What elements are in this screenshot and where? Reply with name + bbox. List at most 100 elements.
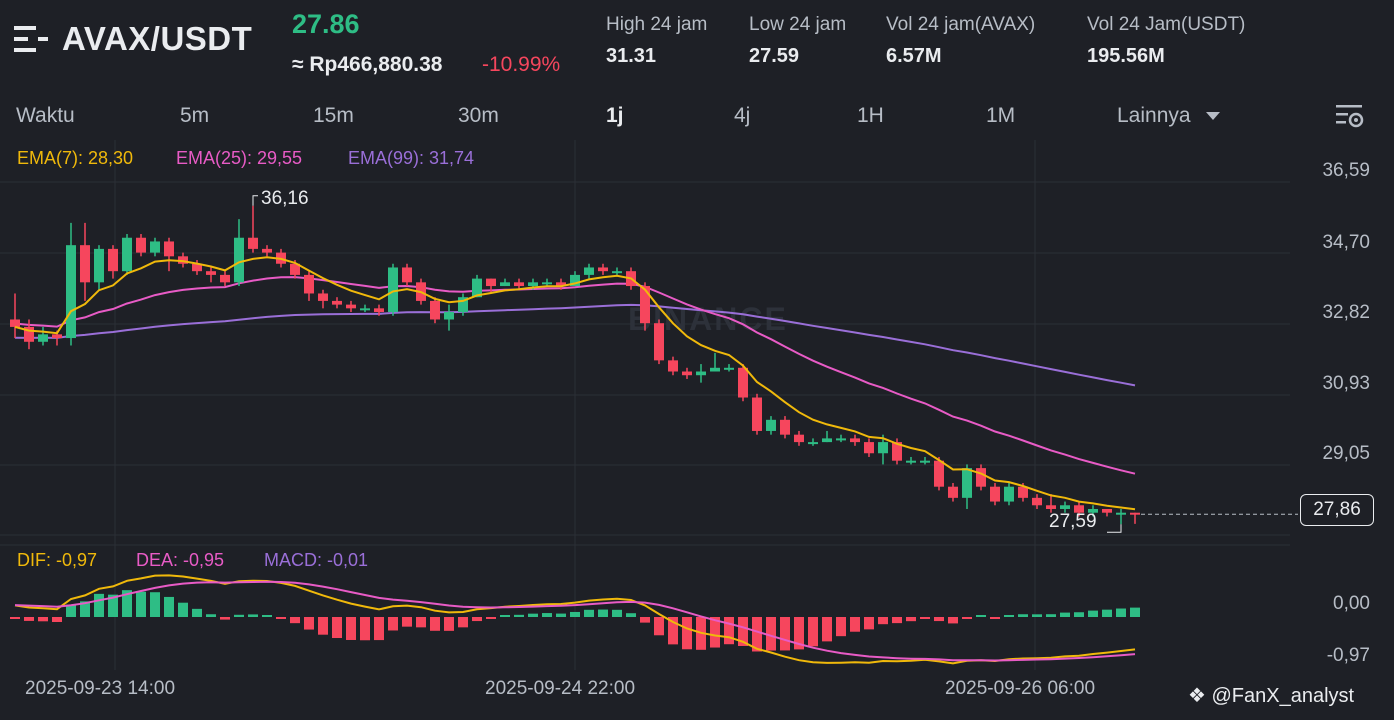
candle-body bbox=[654, 323, 664, 361]
macd-bar bbox=[1088, 610, 1098, 617]
candle-body bbox=[164, 241, 174, 257]
last-price: 27.86 bbox=[292, 9, 360, 39]
candle-body bbox=[710, 367, 720, 372]
macd-bar bbox=[318, 617, 328, 635]
macd-bar bbox=[1102, 609, 1112, 617]
ema7-line bbox=[14, 256, 1136, 511]
macd-bar bbox=[108, 594, 118, 617]
tab-5m[interactable]: 5m bbox=[180, 104, 210, 127]
candle-body bbox=[556, 282, 566, 287]
candle-body bbox=[402, 267, 412, 283]
tab-1m[interactable]: 1M bbox=[986, 104, 1016, 127]
tab-1j[interactable]: 1j bbox=[606, 104, 624, 127]
candle-body bbox=[150, 241, 160, 253]
candle-body bbox=[430, 300, 440, 320]
candle-body bbox=[346, 304, 356, 309]
candle-body bbox=[94, 248, 104, 283]
macd-bar bbox=[962, 617, 972, 619]
x-tick-label: 2025-09-26 06:00 bbox=[945, 678, 1096, 699]
macd-bar bbox=[668, 617, 678, 645]
tab-15m[interactable]: 15m bbox=[313, 104, 354, 127]
ema7-path bbox=[14, 256, 1136, 511]
candle-body bbox=[108, 248, 118, 272]
candle-body bbox=[990, 486, 1000, 502]
candle-body bbox=[80, 245, 90, 283]
price-change: -10.99% bbox=[482, 53, 561, 76]
tab-1h[interactable]: 1H bbox=[857, 104, 884, 127]
macd-bar bbox=[304, 617, 314, 630]
candle-body bbox=[892, 442, 902, 461]
candle-body bbox=[234, 237, 244, 283]
ema25-line bbox=[14, 276, 1136, 475]
macd-bar bbox=[38, 617, 48, 622]
candle-body bbox=[976, 468, 986, 487]
legend-ema25: EMA(25): 29,55 bbox=[176, 148, 303, 168]
tab-4j[interactable]: 4j bbox=[734, 104, 751, 127]
stat-high-label: High 24 jam bbox=[606, 14, 708, 35]
macd-bar bbox=[738, 617, 748, 646]
candle-body bbox=[514, 282, 524, 287]
macd-bar bbox=[346, 617, 356, 640]
candle-body bbox=[1004, 486, 1014, 502]
candle-body bbox=[220, 274, 230, 283]
candle-body bbox=[122, 237, 132, 272]
candle-body bbox=[486, 278, 496, 287]
macd-bar bbox=[808, 617, 818, 647]
dif-path bbox=[14, 574, 1136, 665]
macd-bar bbox=[556, 613, 566, 617]
stat-vol-avax-label: Vol 24 jam(AVAX) bbox=[886, 14, 1036, 35]
macd-bar bbox=[234, 614, 244, 617]
candle-body bbox=[864, 442, 874, 454]
macd-bar bbox=[220, 617, 230, 620]
candle-body bbox=[1102, 508, 1112, 513]
x-tick-label: 2025-09-24 22:00 bbox=[485, 678, 636, 699]
macd-bar bbox=[682, 617, 692, 650]
macd-bar bbox=[178, 602, 188, 617]
candle-body bbox=[766, 419, 776, 431]
candle-body bbox=[570, 274, 580, 287]
macd-bar bbox=[150, 592, 160, 617]
macd-bar bbox=[724, 617, 734, 645]
macd-bar bbox=[164, 596, 174, 617]
tab-time-label[interactable]: Waktu bbox=[16, 104, 75, 127]
candle-body bbox=[66, 245, 76, 339]
macd-bar bbox=[990, 617, 1000, 619]
macd-bar bbox=[864, 617, 874, 630]
candle-body bbox=[696, 371, 706, 376]
tab-more[interactable]: Lainnya bbox=[1117, 104, 1191, 127]
candle-body bbox=[1018, 486, 1028, 498]
macd-bar bbox=[24, 617, 34, 621]
macd-bar bbox=[374, 617, 384, 641]
macd-bar bbox=[1116, 608, 1126, 617]
candle-body bbox=[472, 278, 482, 298]
legend-ema7: EMA(7): 28,30 bbox=[17, 148, 134, 168]
trading-pair[interactable]: AVAX/USDT bbox=[62, 20, 253, 57]
candle-body bbox=[290, 263, 300, 275]
macd-bar bbox=[66, 604, 76, 617]
chart-settings-icon[interactable] bbox=[1334, 101, 1366, 131]
chevron-down-icon[interactable] bbox=[1206, 112, 1220, 120]
macd-bar bbox=[80, 601, 90, 617]
marker-lines bbox=[252, 195, 1298, 533]
tab-30m[interactable]: 30m bbox=[458, 104, 499, 127]
macd-bar bbox=[514, 614, 524, 617]
candle-body bbox=[920, 460, 930, 463]
macd-bar bbox=[458, 617, 468, 628]
candle-body bbox=[1088, 508, 1098, 513]
stat-high-value: 31.31 bbox=[606, 45, 657, 67]
macd-bar bbox=[1018, 614, 1028, 617]
candle-body bbox=[640, 286, 650, 324]
candle-body bbox=[808, 442, 818, 445]
stat-vol-usdt-value: 195.56M bbox=[1087, 45, 1165, 67]
macd-bar bbox=[1046, 614, 1056, 617]
menu-icon[interactable] bbox=[14, 22, 48, 56]
macd-bar bbox=[248, 614, 258, 617]
macd-bar bbox=[430, 617, 440, 631]
candle-body bbox=[598, 267, 608, 272]
candle-body bbox=[1130, 512, 1140, 515]
macd-bar bbox=[486, 617, 496, 619]
macd-bar bbox=[500, 615, 510, 617]
macd-bar bbox=[794, 617, 804, 650]
candle-body bbox=[906, 460, 916, 463]
